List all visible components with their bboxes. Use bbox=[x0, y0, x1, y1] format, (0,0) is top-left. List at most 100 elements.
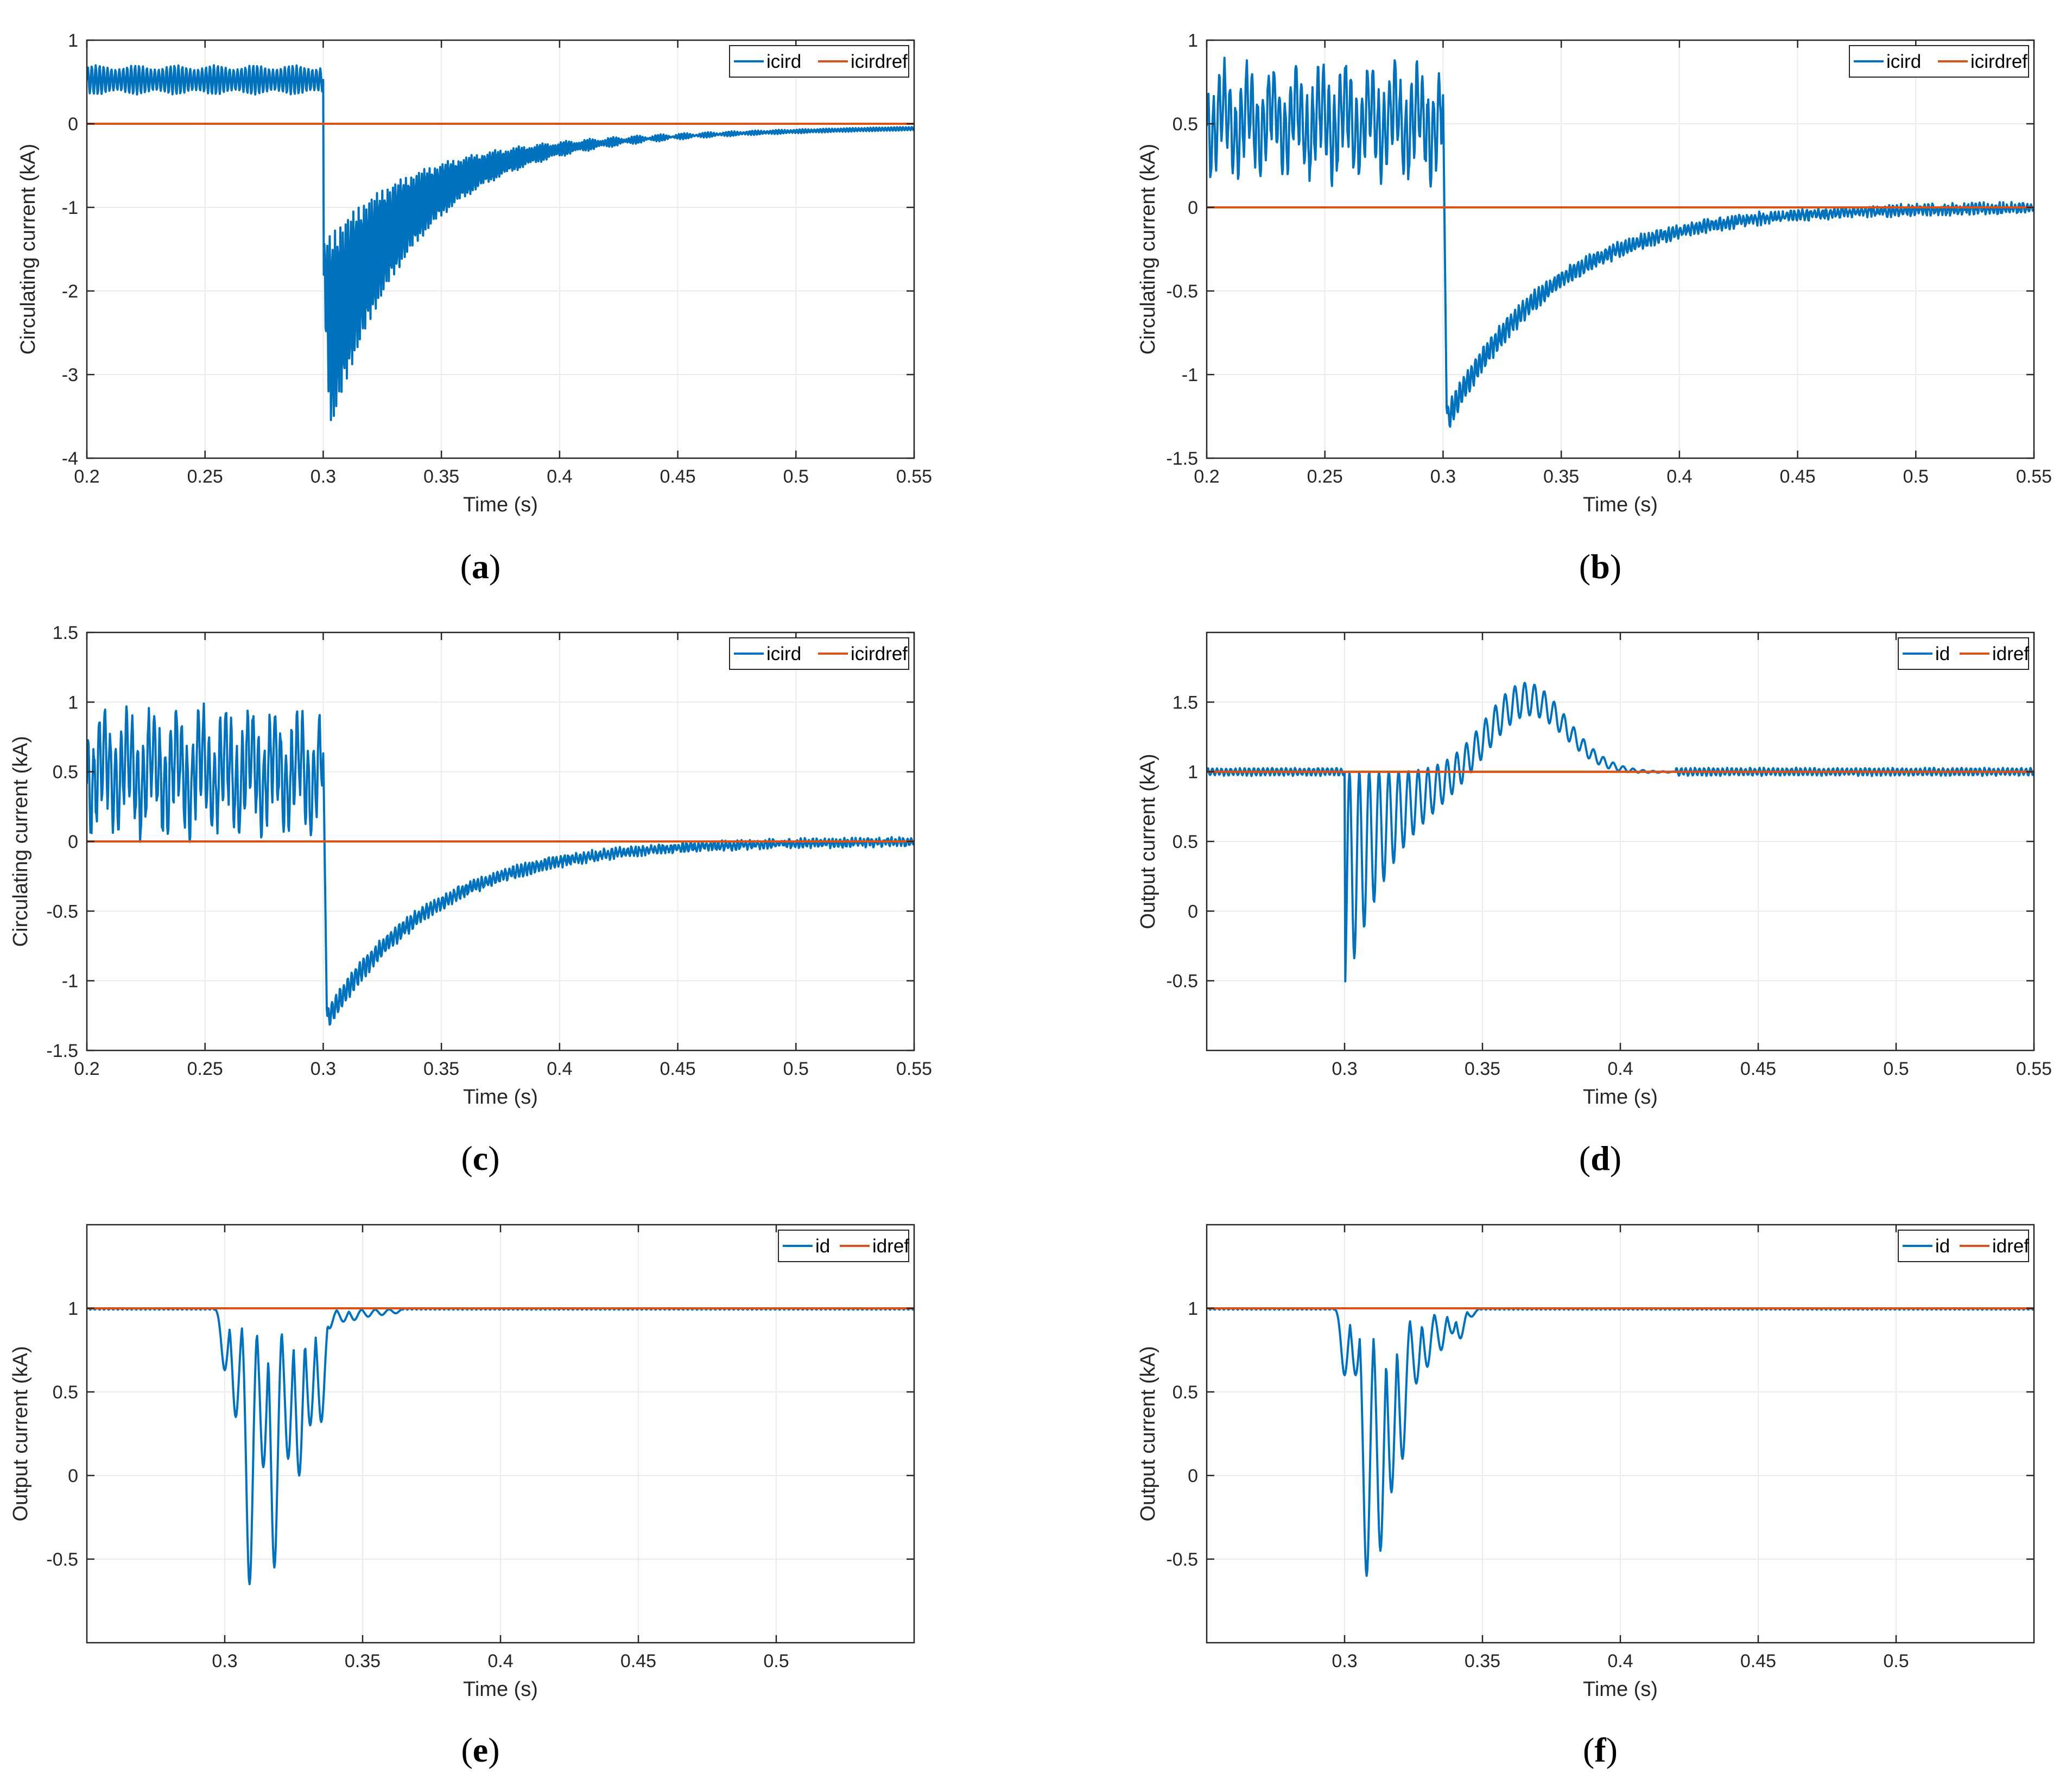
caption-letter: f bbox=[1594, 1731, 1606, 1769]
legend-label-id: id bbox=[1935, 643, 1950, 664]
x-tick-label: 0.3 bbox=[310, 1059, 336, 1079]
x-tick-label: 0.45 bbox=[1740, 1651, 1776, 1671]
x-tick-label: 0.4 bbox=[1607, 1059, 1633, 1079]
y-tick-label: -3 bbox=[62, 365, 78, 385]
x-axis-label: Time (s) bbox=[1583, 493, 1658, 516]
legend-label-icirdref: icirdref bbox=[1970, 51, 2027, 72]
y-tick-label: -0.5 bbox=[46, 901, 78, 922]
y-tick-label: -4 bbox=[62, 448, 78, 469]
x-tick-label: 0.5 bbox=[1883, 1059, 1909, 1079]
x-tick-label: 0.35 bbox=[1543, 466, 1579, 487]
y-tick-label: 1 bbox=[1188, 762, 1198, 783]
legend: icird icirdref bbox=[729, 637, 909, 670]
y-tick-label: 0 bbox=[68, 832, 78, 852]
legend-label-idref: idref bbox=[1992, 1236, 2029, 1257]
y-tick-label: 0 bbox=[1188, 1466, 1198, 1486]
x-tick-label: 0.4 bbox=[1666, 466, 1692, 487]
panel-caption: (b) bbox=[1579, 547, 1621, 586]
x-tick-label: 0.55 bbox=[896, 1059, 932, 1079]
series-line-icird bbox=[87, 702, 914, 1026]
x-axis-label: Time (s) bbox=[463, 1678, 538, 1701]
y-tick-label: -1 bbox=[62, 971, 78, 992]
legend-label-icird: icird bbox=[766, 51, 801, 72]
panel-d: 0.3 0.35 0.4 0.45 0.5 0.55 -0.5 0 0.5 1 1.5 Time (s… bbox=[1137, 631, 2052, 1177]
y-tick-label: 0.5 bbox=[1173, 114, 1198, 135]
y-tick-label: 0.5 bbox=[1173, 1382, 1198, 1403]
x-tick-label: 0.55 bbox=[896, 466, 932, 487]
x-tick-label: 0.35 bbox=[1465, 1651, 1500, 1671]
legend: id idref bbox=[1898, 637, 2029, 670]
x-tick-label: 0.25 bbox=[1307, 466, 1343, 487]
y-tick-label: -1.5 bbox=[1166, 448, 1198, 469]
x-tick-label: 0.3 bbox=[310, 466, 336, 487]
panel-f: 0.3 0.35 0.4 0.45 0.5 -0.5 0 0.5 1 Time (s) Output… bbox=[1137, 1224, 2035, 1769]
y-tick-label: 1.5 bbox=[53, 623, 78, 643]
caption-letter: d bbox=[1590, 1139, 1610, 1177]
x-tick-label: 0.5 bbox=[1883, 1651, 1909, 1671]
y-axis-label: Output current (kA) bbox=[9, 1346, 32, 1521]
panel-caption: (c) bbox=[461, 1139, 499, 1177]
x-tick-label: 0.5 bbox=[783, 1059, 809, 1079]
x-tick-label: 0.2 bbox=[74, 1059, 99, 1079]
x-tick-label: 0.35 bbox=[423, 1059, 459, 1079]
y-tick-label: -1.5 bbox=[46, 1041, 78, 1061]
x-tick-label: 0.4 bbox=[547, 1059, 572, 1079]
x-tick-label: 0.35 bbox=[1465, 1059, 1500, 1079]
plot-area bbox=[87, 40, 914, 458]
caption-letter: a bbox=[472, 547, 489, 586]
x-tick-label: 0.4 bbox=[487, 1651, 513, 1671]
panel-caption: (f) bbox=[1583, 1731, 1618, 1769]
legend-label-icird: icird bbox=[766, 643, 801, 664]
x-tick-label: 0.3 bbox=[1332, 1651, 1357, 1671]
x-axis-label: Time (s) bbox=[463, 493, 538, 516]
x-axis-label: Time (s) bbox=[463, 1086, 538, 1109]
x-tick-label: 0.45 bbox=[1779, 466, 1815, 487]
x-tick-label: 0.45 bbox=[660, 466, 695, 487]
axes-box bbox=[1206, 39, 2035, 459]
y-tick-label: 0 bbox=[1188, 198, 1198, 218]
legend: icird icirdref bbox=[729, 45, 909, 78]
x-tick-label: 0.2 bbox=[74, 466, 99, 487]
y-tick-label: 1.5 bbox=[1173, 692, 1198, 713]
legend: id idref bbox=[778, 1230, 909, 1262]
y-axis-label: Circulating current (kA) bbox=[9, 736, 32, 947]
legend-label-icirdref: icirdref bbox=[851, 51, 908, 72]
y-tick-label: 1 bbox=[68, 30, 78, 51]
y-tick-label: 0.5 bbox=[1173, 832, 1198, 852]
x-tick-label: 0.45 bbox=[620, 1651, 656, 1671]
x-tick-label: 0.5 bbox=[1903, 466, 1929, 487]
y-tick-label: -0.5 bbox=[1166, 971, 1198, 992]
legend-label-icird: icird bbox=[1886, 51, 1921, 72]
y-tick-label: -0.5 bbox=[1166, 1549, 1198, 1570]
y-axis-label: Circulating current (kA) bbox=[1137, 144, 1159, 355]
panel-e: 0.3 0.35 0.4 0.45 0.5 -0.5 0 0.5 1 Time (s) Output… bbox=[9, 1224, 915, 1769]
y-tick-label: -0.5 bbox=[46, 1549, 78, 1570]
x-tick-label: 0.3 bbox=[1332, 1059, 1357, 1079]
y-tick-label: -1 bbox=[1182, 365, 1198, 385]
y-tick-label: 0.5 bbox=[53, 762, 78, 783]
y-axis-label: Circulating current (kA) bbox=[17, 144, 40, 355]
x-tick-label: 0.4 bbox=[1607, 1651, 1633, 1671]
y-tick-label: 0 bbox=[68, 114, 78, 135]
panel-caption: (d) bbox=[1579, 1139, 1621, 1177]
y-tick-label: -1 bbox=[62, 198, 78, 218]
legend-label-id: id bbox=[1935, 1236, 1950, 1257]
y-tick-label: 0 bbox=[1188, 901, 1198, 922]
x-tick-label: 0.45 bbox=[1740, 1059, 1776, 1079]
y-tick-label: -0.5 bbox=[1166, 281, 1198, 302]
x-axis-label: Time (s) bbox=[1583, 1678, 1658, 1701]
series-line-icird bbox=[1207, 56, 2034, 428]
x-tick-label: 0.55 bbox=[2016, 1059, 2052, 1079]
panel-caption: (e) bbox=[461, 1731, 499, 1769]
y-tick-label: 0.5 bbox=[53, 1382, 78, 1403]
panel-b: 0.2 0.25 0.3 0.35 0.4 0.45 0.5 0.55 -1.5 -1 -0.5 0 0… bbox=[1137, 30, 2052, 586]
y-tick-label: -2 bbox=[62, 281, 78, 302]
caption-letter: e bbox=[473, 1731, 488, 1769]
y-tick-label: 1 bbox=[1188, 1299, 1198, 1319]
x-tick-label: 0.3 bbox=[1430, 466, 1456, 487]
axes-box bbox=[86, 39, 915, 459]
x-axis-label: Time (s) bbox=[1583, 1086, 1658, 1109]
x-tick-label: 0.5 bbox=[783, 466, 809, 487]
y-axis-label: Output current (kA) bbox=[1137, 753, 1159, 929]
